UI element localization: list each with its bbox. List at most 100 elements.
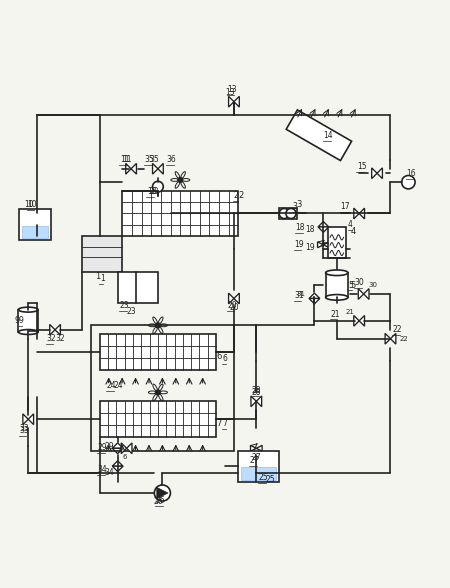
Text: 26: 26 [156,496,165,505]
Circle shape [156,323,160,328]
Ellipse shape [18,329,38,335]
Text: 28: 28 [252,388,261,397]
Polygon shape [377,168,382,179]
Circle shape [178,178,183,182]
Text: 7: 7 [223,419,228,428]
Polygon shape [318,242,324,248]
Ellipse shape [326,270,348,276]
Text: 29: 29 [104,442,114,450]
Text: 4: 4 [350,227,356,236]
Text: 19: 19 [306,242,315,252]
Polygon shape [309,293,320,299]
Bar [326,273,348,298]
Text: 5: 5 [350,280,356,289]
Polygon shape [256,396,261,407]
Polygon shape [359,316,364,326]
Text: 36: 36 [167,155,176,164]
Polygon shape [391,333,396,344]
Polygon shape [158,163,163,174]
Polygon shape [126,163,131,174]
Text: 18: 18 [296,223,305,232]
Text: 15: 15 [357,162,367,171]
Text: 17: 17 [340,202,350,211]
Polygon shape [358,289,364,299]
Polygon shape [112,466,123,472]
Text: 19: 19 [294,240,304,249]
Bar [100,334,216,370]
Polygon shape [234,293,239,304]
Text: 9: 9 [15,316,20,325]
Polygon shape [50,325,55,335]
Polygon shape [318,222,329,227]
Polygon shape [229,96,234,107]
Polygon shape [372,168,377,179]
Text: 32: 32 [46,334,56,343]
Ellipse shape [326,295,348,300]
Bar [328,227,346,258]
Text: 10: 10 [24,200,33,209]
Polygon shape [126,443,132,454]
Text: 7: 7 [216,419,221,428]
Text: 1: 1 [95,272,100,280]
Text: 33: 33 [19,426,29,435]
Bar [22,226,48,238]
Bar [238,450,279,482]
Text: 3: 3 [297,200,302,209]
Text: 12: 12 [147,186,156,196]
Polygon shape [112,443,123,448]
Bar [100,402,216,437]
Text: 25: 25 [265,475,275,484]
Text: 35: 35 [149,155,159,164]
Bar [18,310,38,332]
Text: 9: 9 [18,316,23,325]
Polygon shape [23,414,28,425]
Text: 2: 2 [234,191,238,200]
Polygon shape [112,461,123,466]
Circle shape [279,209,289,219]
Bar [19,209,50,240]
Polygon shape [286,110,351,161]
Polygon shape [318,227,329,232]
Polygon shape [234,96,239,107]
Text: 20: 20 [227,300,237,310]
Polygon shape [131,163,136,174]
Text: 22: 22 [393,325,402,334]
Text: 1: 1 [100,274,104,283]
Circle shape [402,175,415,189]
Polygon shape [121,443,126,454]
Text: 33: 33 [19,424,29,433]
Polygon shape [112,448,123,454]
Circle shape [154,485,171,501]
Bar [117,272,158,303]
Polygon shape [55,325,60,335]
Text: 24: 24 [107,381,116,390]
Ellipse shape [18,307,38,312]
Polygon shape [229,293,234,304]
Bar [241,467,276,480]
Text: 11: 11 [120,155,130,164]
Polygon shape [28,414,34,425]
Text: 20: 20 [230,303,239,312]
Polygon shape [309,299,320,304]
Text: 23: 23 [120,300,130,310]
Bar [122,191,238,236]
Bar [91,325,234,450]
Text: 10: 10 [27,200,37,209]
Circle shape [156,390,160,395]
Circle shape [153,181,163,192]
Circle shape [286,209,296,219]
Text: 6: 6 [122,455,126,460]
Text: 13: 13 [227,85,237,93]
Text: 31: 31 [294,291,304,300]
Polygon shape [256,445,262,451]
Text: 25: 25 [259,473,268,482]
Text: 34: 34 [98,465,107,474]
Text: 12: 12 [149,186,158,196]
Text: 18: 18 [306,225,315,233]
Text: 30: 30 [368,282,377,288]
Text: 16: 16 [406,169,416,178]
Polygon shape [324,242,329,248]
Text: 23: 23 [126,308,136,316]
Text: 4: 4 [348,220,353,229]
Polygon shape [251,396,256,407]
